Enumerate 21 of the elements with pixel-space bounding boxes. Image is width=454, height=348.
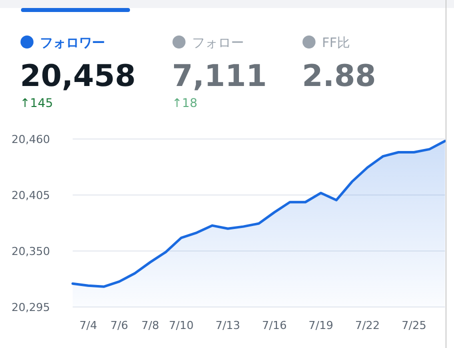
- text: フォロー: [192, 36, 244, 51]
- text: ↑145: [20, 96, 53, 110]
- x-tick-label: 7/13: [215, 319, 240, 332]
- y-tick-label: 20,405: [12, 189, 50, 202]
- y-tick-label: 20,460: [12, 133, 50, 146]
- text: ↑18: [172, 96, 198, 110]
- text: 20,458: [20, 59, 136, 94]
- text: FF比: [322, 36, 350, 51]
- text: フォロワー: [40, 36, 105, 51]
- y-tick-label: 20,350: [12, 245, 50, 258]
- x-tick-label: 7/16: [262, 319, 287, 332]
- x-tick-label: 7/10: [168, 319, 194, 332]
- y-tick-label: 20,295: [12, 301, 50, 314]
- text: 2.88: [302, 59, 376, 94]
- x-tick-label: 7/22: [355, 319, 380, 332]
- x-tick-label: 7/19: [308, 319, 334, 332]
- x-tick-label: 7/4: [79, 319, 98, 332]
- x-tick-label: 7/8: [141, 319, 160, 332]
- x-tick-label: 7/25: [402, 319, 426, 332]
- x-tick-label: 7/6: [110, 319, 128, 332]
- text: 7,111: [172, 59, 267, 94]
